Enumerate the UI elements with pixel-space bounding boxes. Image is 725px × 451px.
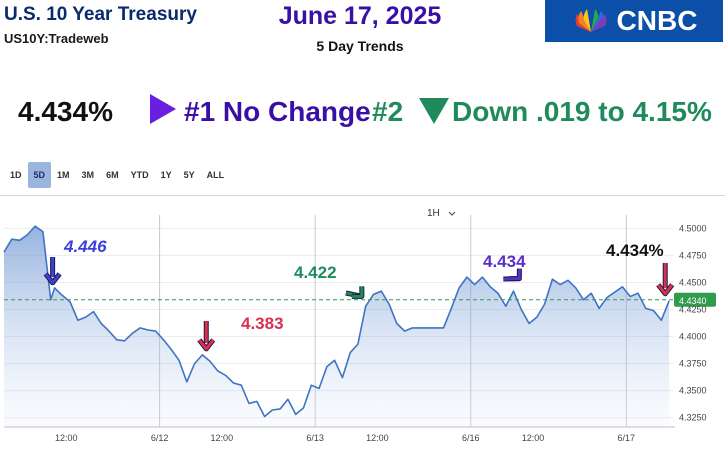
date-heading: June 17, 2025	[278, 2, 442, 30]
y-tick-label: 4.4750	[679, 250, 707, 260]
tab-ytd[interactable]: YTD	[130, 170, 149, 180]
interval-label[interactable]: 1H	[427, 208, 440, 219]
x-tick-label: 6/12	[151, 433, 169, 443]
x-tick-label: 6/17	[618, 433, 636, 443]
tab-all[interactable]: ALL	[206, 170, 225, 180]
annotation-label: 4.446	[63, 237, 107, 256]
cnbc-logo: CNBC	[545, 0, 723, 42]
peacock-icon	[575, 9, 607, 32]
last-price-tag	[674, 292, 716, 307]
range-tabs: 1D 5D 1M 3M 6M YTD 1Y 5Y ALL	[4, 162, 230, 188]
x-tick-label: 12:00	[366, 433, 389, 443]
y-tick-label: 4.4000	[679, 332, 707, 342]
y-tick-label: 4.5000	[679, 223, 707, 233]
y-axis-ticks: 4.5000 4.4750 4.4500 4.4250 4.4000 4.3750 4.35…	[679, 223, 707, 422]
annotation-arrow-head	[351, 286, 364, 298]
ticker-symbol: US10Y:Tradeweb	[4, 31, 109, 46]
y-tick-label: 4.4250	[679, 304, 707, 314]
annotation-arrow-head	[198, 338, 215, 351]
no-change-label: #1 No Change	[184, 96, 371, 127]
tab-3m[interactable]: 3M	[81, 170, 95, 180]
down-change-label: Down .019 to 4.15%	[452, 96, 712, 127]
annotation-arrow-head	[509, 268, 521, 281]
last-price-tag-label: 4.4340	[679, 296, 707, 306]
logo-text: CNBC	[616, 5, 698, 36]
tab-5d[interactable]: 5D	[27, 162, 52, 188]
chart-area: 4.4340	[3, 225, 716, 427]
interval-selector[interactable]: 1H	[427, 208, 456, 219]
x-tick-label: 12:00	[211, 433, 234, 443]
trend-subtitle: 5 Day Trends	[316, 38, 404, 54]
x-tick-label: 6/13	[306, 433, 324, 443]
chevron-down-icon[interactable]	[448, 211, 456, 216]
annotation-label: 4.383	[241, 314, 284, 333]
x-tick-label: 12:00	[55, 433, 78, 443]
annotation-label: 4.434	[483, 252, 526, 271]
chart-annotations: 4.446 4.383 4.422 4.434 4.434%	[43, 237, 675, 352]
down-triangle-icon	[419, 98, 449, 124]
y-tick-label: 4.4500	[679, 277, 707, 287]
x-axis-ticks: 12:00 6/12 12:00 6/13 12:00 6/16 12:00 6/17	[55, 433, 635, 443]
tab-1y[interactable]: 1Y	[160, 170, 172, 180]
play-arrow-icon	[150, 94, 176, 124]
y-tick-label: 4.3250	[679, 413, 707, 423]
y-tick-label: 4.3750	[679, 359, 707, 369]
annotation-label: 4.422	[294, 263, 337, 282]
rank-two-label: #2	[372, 96, 404, 127]
x-tick-label: 12:00	[522, 433, 545, 443]
headline-row: 4.434% #1 No Change #2 Down .019 to 4.15…	[0, 90, 725, 134]
tab-5y[interactable]: 5Y	[183, 170, 195, 180]
price-chart: 1H 4.4340 12:00 6/12 12:00 6/13 12:00 6/16 12:…	[0, 195, 725, 443]
annotation-arrow-head	[44, 272, 61, 285]
series-line	[3, 225, 670, 418]
x-tick-label: 6/16	[462, 433, 480, 443]
chart-title: U.S. 10 Year Treasury	[4, 4, 197, 25]
tab-6m[interactable]: 6M	[106, 170, 119, 180]
tab-1d[interactable]: 1D	[10, 170, 22, 180]
annotation-label: 4.434%	[606, 241, 664, 260]
series-area-fill	[4, 226, 670, 427]
current-price: 4.434%	[18, 96, 113, 127]
y-tick-label: 4.3500	[679, 386, 707, 396]
tab-1m[interactable]: 1M	[57, 170, 70, 180]
annotation-arrow-head	[657, 283, 674, 296]
